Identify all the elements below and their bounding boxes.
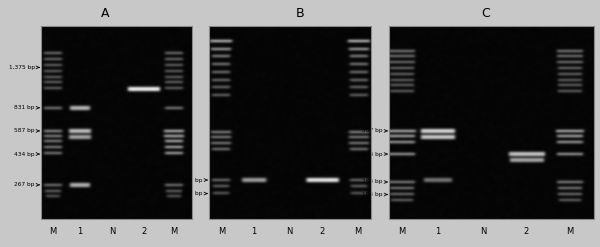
Text: 1: 1: [251, 227, 257, 236]
Bar: [389, 26, 594, 219]
Text: N: N: [480, 227, 487, 236]
Text: M: M: [566, 227, 573, 236]
Text: 1,375 bp: 1,375 bp: [8, 65, 35, 70]
Text: 434 bp: 434 bp: [362, 152, 383, 157]
Text: 434 bp: 434 bp: [14, 152, 35, 157]
Bar: [41, 26, 192, 219]
Text: 831 bp: 831 bp: [14, 105, 35, 110]
Text: 587 bp: 587 bp: [14, 128, 35, 133]
Text: 2: 2: [320, 227, 325, 236]
Bar: [209, 26, 371, 219]
Text: 184 bp: 184 bp: [182, 191, 203, 196]
Text: 267 bp: 267 bp: [182, 178, 203, 183]
Text: 2: 2: [524, 227, 529, 236]
Text: M: M: [398, 227, 406, 236]
Text: M: M: [49, 227, 56, 236]
Text: M: M: [354, 227, 361, 236]
Text: 264 bp: 264 bp: [362, 180, 383, 185]
Text: 587 bp: 587 bp: [362, 128, 383, 133]
Text: 2: 2: [141, 227, 146, 236]
Text: 1: 1: [436, 227, 440, 236]
Text: 267 bp: 267 bp: [14, 182, 35, 187]
Text: M: M: [218, 227, 226, 236]
Text: 1: 1: [77, 227, 83, 236]
Text: M: M: [170, 227, 178, 236]
Text: C: C: [482, 7, 490, 20]
Text: A: A: [101, 7, 109, 20]
Text: N: N: [287, 227, 293, 236]
Text: N: N: [109, 227, 115, 236]
Text: B: B: [296, 7, 304, 20]
Text: 184 bp: 184 bp: [362, 192, 383, 197]
